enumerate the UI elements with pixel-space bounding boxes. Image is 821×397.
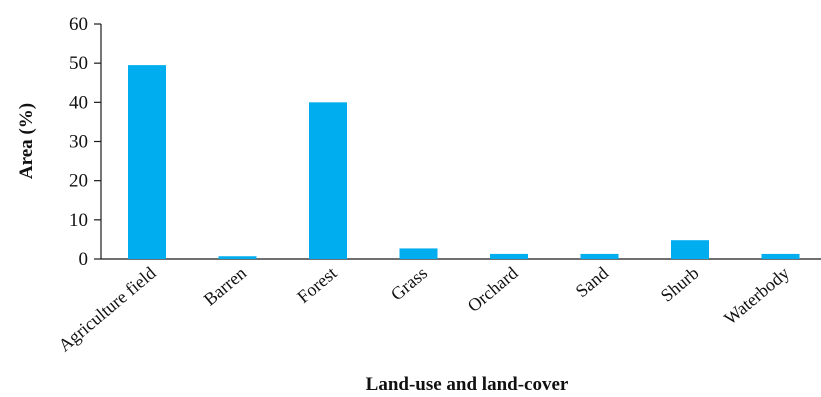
bar [399, 248, 438, 259]
x-tick-label: Waterbody [720, 263, 793, 329]
y-tick-label: 40 [69, 92, 88, 113]
x-axis-title: Land-use and land-cover [366, 374, 569, 395]
bar [671, 240, 709, 259]
x-tick-label: Agriculture field [54, 263, 159, 356]
bar [761, 253, 800, 259]
y-tick-label: 10 [69, 210, 88, 231]
x-tick-label: Barren [200, 263, 250, 310]
y-axis: 0 10 20 30 40 50 60 [69, 14, 102, 270]
x-tick-label: Sand [572, 263, 612, 301]
y-tick-label: 60 [69, 14, 88, 35]
bars [128, 65, 800, 259]
y-tick-label: 30 [69, 132, 88, 153]
bar [218, 256, 257, 259]
y-axis-title: Area (%) [16, 103, 37, 179]
bar [490, 253, 528, 259]
y-tick-label: 20 [69, 171, 88, 192]
y-tick-label: 50 [69, 53, 88, 74]
x-axis: Agriculture field Barren Forest Grass Orchar… [54, 258, 821, 356]
bar [309, 102, 347, 259]
x-tick-label: Shurb [657, 263, 703, 306]
x-tick-label: Forest [293, 263, 340, 307]
x-tick-label: Grass [387, 263, 431, 305]
y-tick-label: 0 [79, 249, 89, 270]
x-tick-label: Orchard [464, 263, 522, 316]
bar [580, 253, 619, 259]
bar [128, 65, 166, 259]
